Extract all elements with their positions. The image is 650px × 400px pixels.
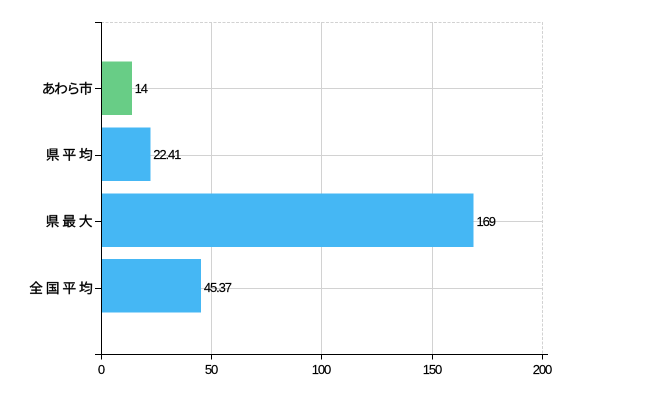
svg-text:200: 200 bbox=[533, 362, 552, 377]
svg-text:14: 14 bbox=[135, 81, 148, 96]
svg-text:50: 50 bbox=[205, 362, 218, 377]
svg-text:22.41: 22.41 bbox=[153, 147, 181, 162]
svg-text:169: 169 bbox=[476, 214, 495, 229]
svg-text:45.37: 45.37 bbox=[204, 280, 232, 295]
svg-text:100: 100 bbox=[312, 362, 331, 377]
svg-text:0: 0 bbox=[98, 362, 105, 377]
svg-text:150: 150 bbox=[423, 362, 442, 377]
